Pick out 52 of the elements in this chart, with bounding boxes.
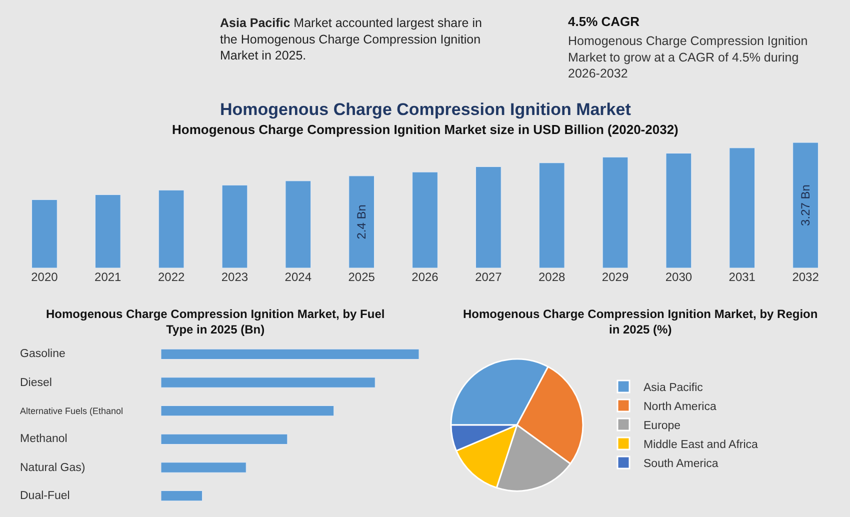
bar — [161, 434, 288, 445]
x-tick-label: 2024 — [284, 270, 312, 284]
legend-label: North America — [644, 400, 717, 413]
legend-label: South America — [644, 458, 719, 470]
legend-label: Middle East and Africa — [644, 438, 759, 451]
x-tick-label: 2027 — [475, 270, 502, 284]
bar — [538, 162, 565, 268]
legend-label: Asia Pacific — [644, 382, 704, 394]
x-tick-label: 2021 — [94, 270, 122, 284]
x-tick-label: 2031 — [728, 270, 756, 284]
legend-label: Europe — [644, 420, 681, 432]
bar — [602, 156, 628, 268]
y-tick-label: Diesel — [20, 377, 52, 389]
x-tick-label: 2026 — [412, 270, 439, 284]
bar — [161, 377, 376, 388]
x-tick-label: 2022 — [158, 270, 185, 284]
y-tick-label: Natural Gas) — [20, 462, 86, 474]
chart-title: Homogenous Charge Compression Ignition Market — [220, 100, 632, 119]
bar — [666, 153, 692, 268]
bar — [161, 348, 419, 360]
bar — [729, 148, 756, 268]
chart-title: Homogenous Charge Compression Ignition Market, by Fuel Type in 2025 (Bn) — [46, 307, 385, 337]
y-tick-label: Alternative Fuels (Ethanol — [20, 406, 124, 416]
bar — [348, 176, 375, 268]
x-tick-label: 2029 — [602, 270, 629, 284]
bar — [412, 172, 438, 268]
chart-subtitle: Homogenous Charge Compression Ignition Market size in USD Billion (2020-2032) — [172, 122, 678, 137]
bar — [161, 462, 246, 473]
bar — [94, 194, 121, 268]
text: Homogenous Charge Compression Ignition Market to grow at a CAGR of 4.5% during 2026-2032 — [568, 34, 808, 80]
bar — [475, 166, 502, 268]
data-label: 2.4 Bn — [354, 204, 369, 240]
x-tick-label: 2030 — [665, 270, 692, 284]
bar — [161, 405, 334, 416]
data-label: 3.27 Bn — [798, 184, 813, 226]
text: 4.5% CAGR — [568, 14, 640, 29]
y-tick-label: Gasoline — [20, 348, 66, 360]
x-tick-label: 2020 — [31, 270, 58, 284]
bar — [792, 142, 818, 268]
bar — [222, 184, 248, 268]
chart-title: Homogenous Charge Compression Ignition Market, by Region in 2025 (%) — [463, 307, 818, 337]
x-tick-label: 2023 — [221, 270, 248, 284]
bar — [32, 199, 58, 268]
x-tick-label: 2028 — [538, 270, 566, 284]
bar — [285, 180, 312, 268]
bar — [158, 190, 184, 268]
x-tick-label: 2032 — [792, 270, 820, 284]
text: Asia Pacific — [220, 16, 290, 30]
y-tick-label: Methanol — [20, 433, 68, 445]
y-tick-label: Dual-Fuel — [20, 490, 70, 502]
bar — [161, 490, 203, 502]
x-tick-label: 2025 — [348, 270, 376, 284]
